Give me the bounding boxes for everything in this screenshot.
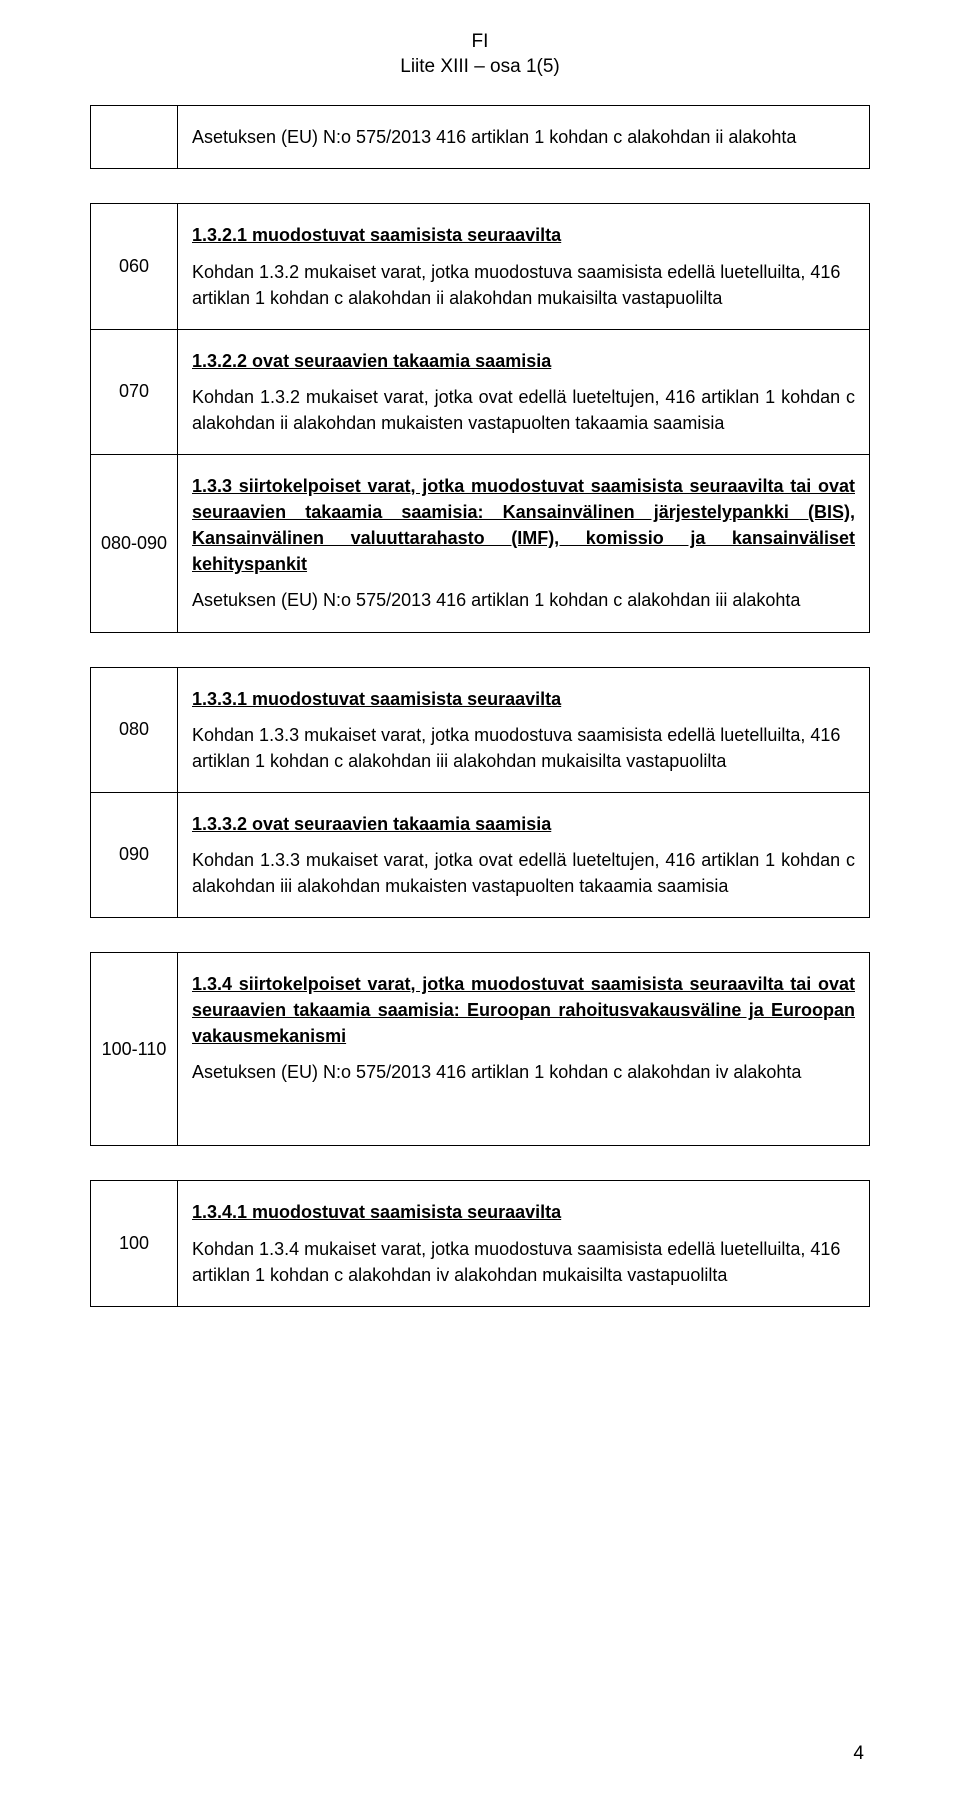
table-row: 060 1.3.2.1 muodostuvat saamisista seuraa… [91,204,870,329]
paragraph: Kohdan 1.3.2 mukaiset varat, jotka muodo… [192,259,855,311]
paragraph: Kohdan 1.3.4 mukaiset varat, jotka muodo… [192,1236,855,1288]
paragraph: Asetuksen (EU) N:o 575/2013 416 artiklan… [192,124,855,150]
paragraph: Asetuksen (EU) N:o 575/2013 416 artiklan… [192,1059,855,1085]
row-body: 1.3.3 siirtokelpoiset varat, jotka muodo… [178,455,870,632]
section-title: 1.3.2.1 muodostuvat saamisista seuraavil… [192,222,855,248]
paragraph: Kohdan 1.3.2 mukaiset varat, jotka ovat … [192,384,855,436]
content-table: Asetuksen (EU) N:o 575/2013 416 artiklan… [90,105,870,169]
table-row: 100-1101.3.4 siirtokelpoiset varat, jotk… [91,953,870,1146]
page: FI Liite XIII – osa 1(5) Asetuksen (EU) … [0,0,960,1793]
row-code: 070 [91,329,178,454]
section-title: 1.3.3.2 ovat seuraavien takaamia saamisi… [192,811,855,837]
row-body: 1.3.3.1 muodostuvat saamisista seuraavil… [178,667,870,792]
content-table: 100 1.3.4.1 muodostuvat saamisista seuraa… [90,1180,870,1306]
row-body: 1.3.3.2 ovat seuraavien takaamia saamisi… [178,792,870,917]
page-number: 4 [853,1743,864,1765]
paragraph: Kohdan 1.3.3 mukaiset varat, jotka ovat … [192,847,855,899]
page-header: FI Liite XIII – osa 1(5) [90,30,870,79]
table-row: 080-0901.3.3 siirtokelpoiset varat, jotk… [91,455,870,632]
section-title: 1.3.4 siirtokelpoiset varat, jotka muodo… [192,971,855,1049]
section-title: 1.3.2.2 ovat seuraavien takaamia saamisi… [192,348,855,374]
row-body: 1.3.4.1 muodostuvat saamisista seuraavil… [178,1181,870,1306]
paragraph: Kohdan 1.3.3 mukaiset varat, jotka muodo… [192,722,855,774]
section-title: 1.3.3 siirtokelpoiset varat, jotka muodo… [192,473,855,577]
row-code: 080-090 [91,455,178,632]
row-code [91,106,178,169]
content-table: 080 1.3.3.1 muodostuvat saamisista seuraa… [90,667,870,919]
section-title: 1.3.3.1 muodostuvat saamisista seuraavil… [192,686,855,712]
paragraph: Asetuksen (EU) N:o 575/2013 416 artiklan… [192,587,855,613]
table-row: Asetuksen (EU) N:o 575/2013 416 artiklan… [91,106,870,169]
content-table: 100-1101.3.4 siirtokelpoiset varat, jotk… [90,952,870,1146]
row-body: 1.3.2.1 muodostuvat saamisista seuraavil… [178,204,870,329]
table-row: 080 1.3.3.1 muodostuvat saamisista seuraa… [91,667,870,792]
header-line1: FI [472,31,489,52]
row-code: 080 [91,667,178,792]
row-body: 1.3.4 siirtokelpoiset varat, jotka muodo… [178,953,870,1146]
row-code: 100-110 [91,953,178,1146]
tables-container: Asetuksen (EU) N:o 575/2013 416 artiklan… [90,105,870,1306]
row-code: 060 [91,204,178,329]
section-title: 1.3.4.1 muodostuvat saamisista seuraavil… [192,1199,855,1225]
header-line2: Liite XIII – osa 1(5) [400,56,559,77]
row-code: 090 [91,792,178,917]
table-row: 090 1.3.3.2 ovat seuraavien takaamia saam… [91,792,870,917]
content-table: 060 1.3.2.1 muodostuvat saamisista seuraa… [90,203,870,632]
table-row: 070 1.3.2.2 ovat seuraavien takaamia saam… [91,329,870,454]
table-row: 100 1.3.4.1 muodostuvat saamisista seuraa… [91,1181,870,1306]
row-body: 1.3.2.2 ovat seuraavien takaamia saamisi… [178,329,870,454]
row-code: 100 [91,1181,178,1306]
row-body: Asetuksen (EU) N:o 575/2013 416 artiklan… [178,106,870,169]
